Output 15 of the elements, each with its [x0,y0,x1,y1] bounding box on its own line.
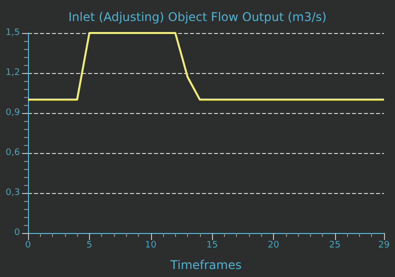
x-tick-label: 0 [25,240,32,250]
x-tick-label: 29 [378,240,390,250]
y-tick-label: 0,3 [6,188,20,198]
x-tick-label: 25 [329,240,341,250]
x-tick-label: 15 [206,240,218,250]
y-tick-label: 1,2 [6,68,20,78]
chart-title: Inlet (Adjusting) Object Flow Output (m3/s) [68,10,327,24]
y-tick-label: 0,6 [6,148,20,158]
x-tick-label: 20 [268,240,280,250]
y-tick-label: 1,5 [6,28,20,38]
x-axis-title: Timeframes [169,258,242,272]
x-tick-label: 10 [145,240,157,250]
x-tick-label: 5 [86,240,92,250]
y-tick-label: 0,9 [6,108,20,118]
y-tick-label: 0 [14,228,20,238]
